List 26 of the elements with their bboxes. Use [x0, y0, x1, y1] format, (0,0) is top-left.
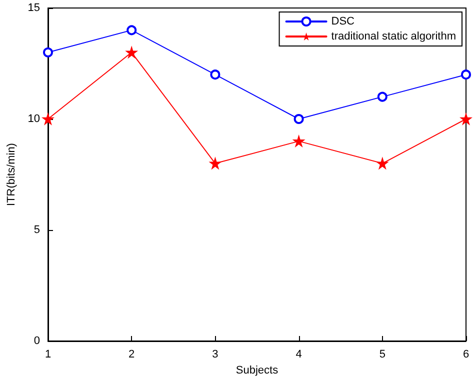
y-axis-title: ITR(bits/min) [5, 143, 18, 206]
x-axis-title: Subjects [236, 364, 279, 376]
y-tick-label: 5 [34, 224, 40, 236]
y-tick-label: 10 [28, 113, 40, 125]
point [377, 92, 388, 102]
point [293, 136, 304, 147]
legend-label: DSC [331, 16, 355, 28]
point [126, 25, 137, 36]
x-tick-label: 4 [296, 348, 302, 360]
point [43, 47, 53, 58]
x-tick-label: 6 [462, 348, 470, 360]
point [126, 46, 138, 58]
point [461, 70, 471, 80]
y-tick-label: 15 [28, 2, 40, 14]
point [294, 114, 304, 124]
point [460, 114, 472, 124]
x-tick-label: 2 [128, 348, 135, 360]
point [210, 158, 221, 169]
x-tick-label: 5 [379, 348, 386, 360]
point [42, 114, 54, 124]
point [210, 70, 220, 80]
y-tick-label: 0 [34, 335, 40, 347]
legend-label: traditional static algorithm [331, 30, 456, 42]
point [376, 158, 388, 169]
x-tick-label: 1 [44, 348, 52, 360]
x-tick-label: 3 [212, 348, 218, 360]
